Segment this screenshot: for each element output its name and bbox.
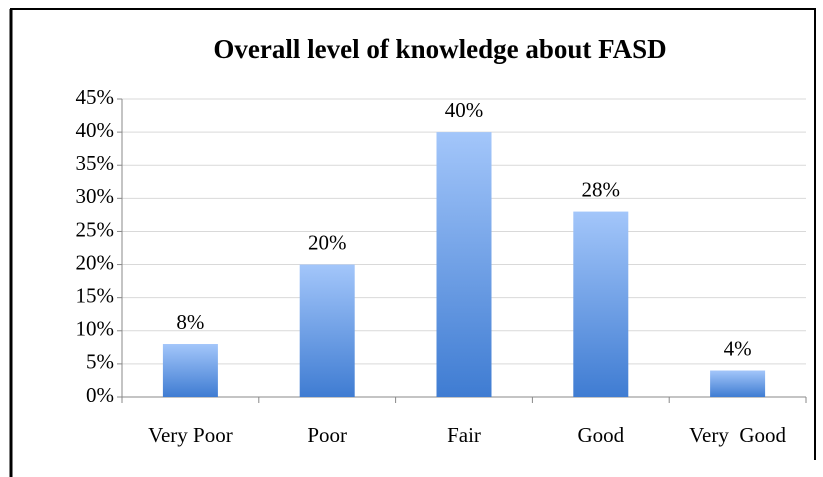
bar xyxy=(162,344,218,397)
data-label: 40% xyxy=(445,98,484,122)
x-tick-label: Fair xyxy=(447,423,481,447)
data-label: 4% xyxy=(724,336,752,360)
y-tick-label: 15% xyxy=(76,283,115,307)
y-tick-label: 30% xyxy=(76,184,115,208)
y-tick-label: 20% xyxy=(76,250,115,274)
x-tick-label: Good xyxy=(577,423,624,447)
bar xyxy=(436,132,492,397)
x-tick-label: Very Poor xyxy=(148,423,233,447)
y-tick-label: 35% xyxy=(76,151,115,175)
data-label: 8% xyxy=(176,310,204,334)
y-tick-label: 45% xyxy=(76,85,115,109)
data-label: 20% xyxy=(308,230,347,254)
y-tick-label: 10% xyxy=(76,317,115,341)
y-tick-label: 5% xyxy=(86,350,114,374)
bar xyxy=(710,370,766,397)
y-tick-label: 25% xyxy=(76,217,115,241)
chart-title: Overall level of knowledge about FASD xyxy=(213,34,666,64)
x-tick-label: Poor xyxy=(307,423,347,447)
x-tick-label: Very Good xyxy=(689,423,786,447)
data-label: 28% xyxy=(582,177,621,201)
y-tick-label: 40% xyxy=(76,118,115,142)
bar xyxy=(299,264,355,397)
y-tick-label: 0% xyxy=(86,383,114,407)
bar xyxy=(573,211,629,397)
